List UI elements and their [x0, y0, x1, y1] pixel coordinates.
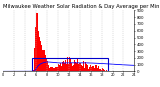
Text: Milwaukee Weather Solar Radiation & Day Average per Minute W/m2 (Today): Milwaukee Weather Solar Radiation & Day … [3, 4, 160, 9]
Bar [32, 58, 108, 71]
